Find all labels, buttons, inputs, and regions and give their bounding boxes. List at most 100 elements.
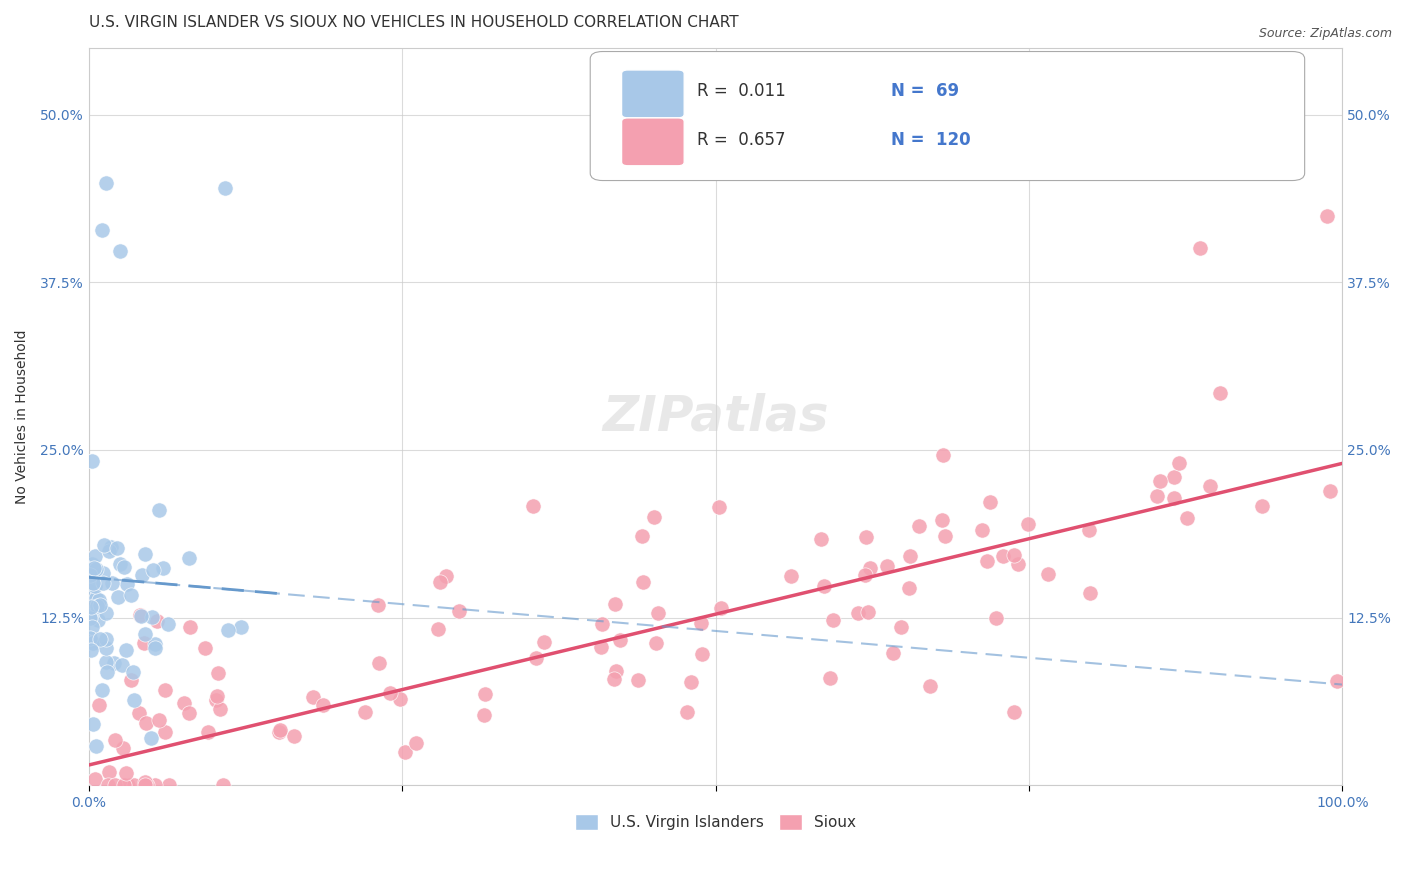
Point xyxy=(98,544,121,558)
Y-axis label: No Vehicles in Household: No Vehicles in Household xyxy=(15,329,30,504)
Point xyxy=(876,558,898,573)
Point xyxy=(84,772,107,786)
Point xyxy=(134,626,156,640)
Point xyxy=(707,500,730,514)
Point xyxy=(217,623,239,637)
Point xyxy=(609,632,631,647)
Text: R =  0.011: R = 0.011 xyxy=(697,81,786,100)
Point xyxy=(82,575,104,590)
Point xyxy=(690,647,713,661)
Point xyxy=(603,597,626,611)
Point xyxy=(859,561,882,575)
Point xyxy=(821,613,844,627)
Point xyxy=(134,774,156,789)
Point xyxy=(143,640,166,655)
FancyBboxPatch shape xyxy=(591,52,1305,180)
Point xyxy=(82,566,104,580)
Text: N =  69: N = 69 xyxy=(891,81,959,100)
Point xyxy=(80,454,103,468)
Point xyxy=(681,675,703,690)
Point xyxy=(449,604,471,618)
Point xyxy=(135,716,157,731)
Point xyxy=(780,569,803,583)
Point xyxy=(82,717,104,731)
Point xyxy=(970,523,993,537)
Point xyxy=(79,631,101,645)
Point xyxy=(710,601,733,615)
Text: ZIPatlas: ZIPatlas xyxy=(602,392,828,441)
Point xyxy=(122,778,145,792)
Point xyxy=(1188,240,1211,254)
Point xyxy=(91,575,114,590)
Point xyxy=(1007,557,1029,571)
Point xyxy=(134,547,156,561)
Point xyxy=(645,636,668,650)
Point xyxy=(643,510,665,524)
Point xyxy=(603,673,626,687)
Point xyxy=(1198,478,1220,492)
Point xyxy=(112,560,135,574)
Point xyxy=(1319,483,1341,498)
Point xyxy=(112,778,135,792)
Point xyxy=(156,617,179,632)
Point xyxy=(1167,456,1189,470)
Point xyxy=(94,606,117,620)
Point xyxy=(142,563,165,577)
Point xyxy=(98,764,121,779)
Point xyxy=(89,598,111,612)
Point xyxy=(853,568,876,582)
Point xyxy=(148,713,170,727)
Point xyxy=(97,778,120,792)
Point xyxy=(931,448,953,462)
Point xyxy=(212,778,235,792)
Point xyxy=(80,636,103,650)
Point xyxy=(89,593,111,607)
Point xyxy=(80,558,103,572)
Point xyxy=(605,664,627,678)
Point xyxy=(1036,566,1059,581)
Point xyxy=(108,244,131,259)
Point xyxy=(1251,499,1274,513)
Point xyxy=(474,687,496,701)
Point xyxy=(434,569,457,583)
Point xyxy=(197,724,219,739)
Point xyxy=(979,494,1001,508)
Point xyxy=(120,588,142,602)
Point xyxy=(472,708,495,723)
Point xyxy=(104,733,127,747)
Point xyxy=(1002,548,1025,562)
Point xyxy=(80,643,103,657)
Point xyxy=(84,739,107,754)
Point xyxy=(135,778,157,792)
Point xyxy=(91,566,114,580)
Point xyxy=(526,651,548,665)
Point xyxy=(1078,524,1101,538)
FancyBboxPatch shape xyxy=(621,118,685,166)
Point xyxy=(153,683,176,698)
Point xyxy=(918,679,941,693)
Point xyxy=(1017,517,1039,532)
Point xyxy=(991,549,1014,564)
Point xyxy=(173,696,195,710)
Point xyxy=(1175,511,1198,525)
Point xyxy=(86,599,108,614)
Point xyxy=(131,567,153,582)
Point xyxy=(908,518,931,533)
Point xyxy=(143,637,166,651)
Point xyxy=(108,557,131,571)
Point xyxy=(389,692,412,706)
Text: Source: ZipAtlas.com: Source: ZipAtlas.com xyxy=(1258,27,1392,40)
Point xyxy=(82,636,104,650)
Point xyxy=(1002,705,1025,719)
Point xyxy=(84,549,107,563)
Point xyxy=(1209,386,1232,401)
Point xyxy=(312,698,335,713)
Point xyxy=(676,706,699,720)
Text: N =  120: N = 120 xyxy=(891,131,970,149)
Point xyxy=(128,607,150,622)
Point xyxy=(429,575,451,590)
Point xyxy=(1149,475,1171,489)
Point xyxy=(522,499,544,513)
Point xyxy=(177,706,200,721)
Point xyxy=(134,636,156,650)
